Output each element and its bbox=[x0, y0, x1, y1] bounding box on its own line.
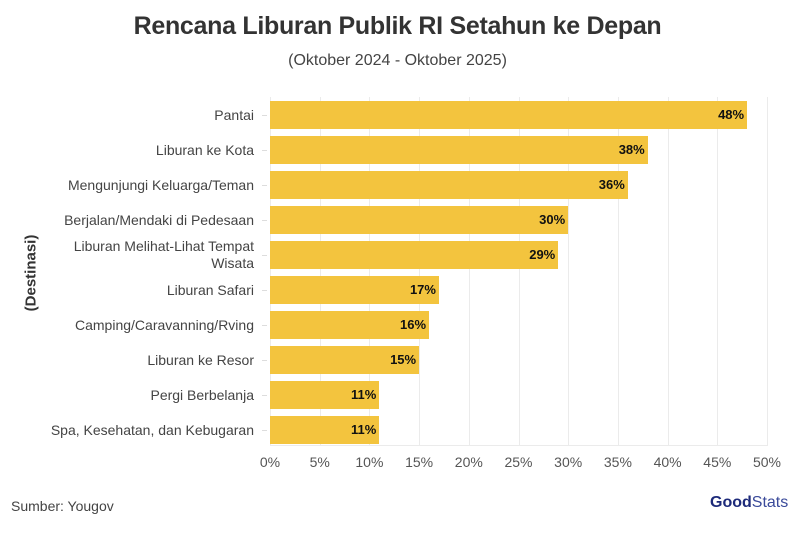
category-label: Liburan ke Resor bbox=[147, 351, 254, 368]
source-note: Sumber: Yougov bbox=[11, 498, 114, 514]
bar: 15% bbox=[270, 346, 420, 374]
plot-area: 48% 38% 36% 30% 29% 17% 16% 15% 11% 11% bbox=[270, 97, 768, 446]
gridline bbox=[667, 97, 669, 446]
y-tick-mark bbox=[262, 430, 267, 431]
gridline bbox=[617, 97, 619, 446]
x-tick-label: 30% bbox=[554, 454, 583, 470]
bar: 30% bbox=[270, 206, 569, 234]
category-label: Mengunjungi Keluarga/Teman bbox=[67, 176, 254, 193]
x-tick-label: 50% bbox=[752, 454, 782, 470]
gridline bbox=[518, 97, 520, 446]
bar: 16% bbox=[270, 311, 430, 339]
gridline bbox=[568, 97, 570, 446]
category-label: Liburan Safari bbox=[166, 281, 254, 298]
category-label: Pergi Berbelanja bbox=[150, 386, 254, 403]
goodstats-logo: GoodStats bbox=[710, 494, 788, 512]
bar-value-label: 16% bbox=[400, 317, 427, 332]
bar-value-label: 15% bbox=[390, 352, 417, 367]
gridline bbox=[369, 97, 371, 446]
category-label: Spa, Kesehatan, dan Kebugaran bbox=[50, 421, 254, 438]
bar: 17% bbox=[270, 276, 439, 304]
logo-light-text: Stats bbox=[751, 494, 789, 511]
chart-subtitle: (Oktober 2024 - Oktober 2025) bbox=[288, 52, 507, 69]
x-tick-label: 10% bbox=[355, 454, 384, 470]
gridline bbox=[717, 97, 719, 446]
x-tick-label: 40% bbox=[653, 454, 682, 470]
chart-title: Rencana Liburan Publik RI Setahun ke Dep… bbox=[133, 12, 662, 40]
bar-value-label: 29% bbox=[529, 247, 556, 262]
y-tick-mark bbox=[262, 220, 267, 221]
bar-value-label: 36% bbox=[598, 177, 625, 192]
gridline bbox=[767, 97, 768, 446]
y-tick-mark bbox=[262, 290, 267, 291]
y-tick-mark bbox=[262, 360, 267, 361]
x-tick-label: 0% bbox=[259, 454, 281, 470]
bar: 36% bbox=[270, 171, 628, 199]
bar: 11% bbox=[270, 381, 380, 409]
x-tick-label: 35% bbox=[603, 454, 632, 470]
gridline bbox=[419, 97, 421, 446]
x-tick-label: 45% bbox=[703, 454, 732, 470]
bar: 29% bbox=[270, 241, 559, 269]
bar: 48% bbox=[270, 101, 748, 129]
y-tick-mark bbox=[262, 325, 267, 326]
category-label: Camping/Caravanning/Rving bbox=[75, 316, 254, 333]
bar: 38% bbox=[270, 136, 648, 164]
category-label: Liburan ke Kota bbox=[155, 141, 254, 158]
bar-value-label: 30% bbox=[539, 212, 566, 227]
y-tick-mark bbox=[262, 185, 267, 186]
x-tick-label: 15% bbox=[405, 454, 434, 470]
x-tick-label: 25% bbox=[504, 454, 533, 470]
y-tick-mark bbox=[262, 395, 267, 396]
category-label: Pantai bbox=[214, 106, 254, 123]
y-tick-mark bbox=[262, 115, 267, 116]
gridline bbox=[319, 97, 321, 446]
gridline bbox=[270, 97, 271, 446]
bar-value-label: 17% bbox=[409, 282, 436, 297]
bar-value-label: 48% bbox=[718, 107, 745, 122]
category-label: Liburan Melihat-Lihat Tempat Wisata bbox=[73, 238, 254, 271]
bar: 11% bbox=[270, 416, 380, 444]
y-tick-mark bbox=[262, 150, 267, 151]
bar-value-label: 38% bbox=[618, 142, 645, 157]
x-tick-label: 20% bbox=[454, 454, 483, 470]
gridline bbox=[468, 97, 470, 446]
y-tick-mark bbox=[262, 255, 267, 256]
bar-value-label: 11% bbox=[351, 387, 377, 402]
category-label: Berjalan/Mendaki di Pedesaan bbox=[64, 211, 254, 228]
x-tick-label: 5% bbox=[309, 454, 330, 470]
bar-value-label: 11% bbox=[351, 422, 377, 437]
logo-bold-text: Good bbox=[710, 494, 752, 511]
